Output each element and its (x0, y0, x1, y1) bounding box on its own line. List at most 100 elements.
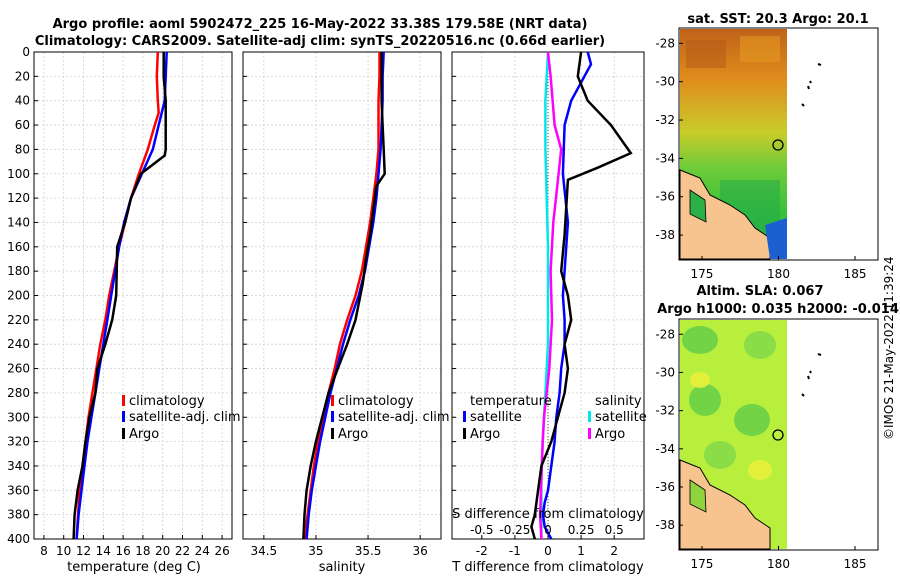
map-x-tick-label: 175 (691, 557, 714, 571)
depth-tick-label: 360 (7, 483, 30, 497)
figure-title-line2: Climatology: CARS2009. Satellite-adj cli… (35, 34, 605, 49)
x-tick-label: 20 (155, 544, 170, 558)
legend-salinity-title: salinity (595, 394, 642, 409)
x-tick-label: 35.5 (355, 544, 382, 558)
x2-tick-label: 0 (544, 523, 552, 537)
x-tick-label: 24 (195, 544, 210, 558)
map-y-tick-label: -32 (655, 113, 675, 127)
kermadec-islands (801, 353, 822, 397)
x2-tick-label: 0.25 (568, 523, 595, 537)
legend-marker-climatology (331, 395, 334, 406)
x-tick-label: 26 (214, 544, 229, 558)
depth-tick-label: 40 (15, 94, 30, 108)
depth-tick-label: 80 (15, 142, 30, 156)
sla-eddy (682, 326, 718, 354)
x-tick-label: 1 (577, 544, 585, 558)
difference-panel: -2 -1 0 1 2 T difference from climatology S … (451, 51, 647, 575)
argo-location-marker (772, 429, 784, 441)
depth-tick-label: 340 (7, 459, 30, 473)
salinity-climatology-line (303, 52, 381, 539)
argo-location-marker (772, 139, 784, 151)
x-tick-label: 14 (96, 544, 111, 558)
depth-tick-label: 20 (15, 69, 30, 83)
map-y-tick-label: -38 (655, 228, 675, 242)
salinity-xlabel: salinity (319, 560, 366, 575)
x-tick-label: 22 (175, 544, 190, 558)
depth-tick-label: 280 (7, 386, 30, 400)
depth-tick-label: 120 (7, 191, 30, 205)
legend-marker-satellite (463, 411, 466, 422)
x-tick-label: 2 (610, 544, 618, 558)
legend-temperature-title: temperature (470, 394, 552, 409)
legend-marker-sal-satellite (588, 411, 591, 422)
map-y-tick-label: -34 (655, 442, 675, 456)
map-y-tick-label: -34 (655, 151, 675, 165)
map-x-tick-label: 185 (844, 267, 867, 281)
legend-satellite-label: satellite-adj. clim (338, 410, 450, 425)
depth-tick-label: 0 (22, 45, 30, 59)
temperature-ticks: 8 10 12 14 16 18 20 22 24 26 (34, 51, 230, 558)
kermadec-islands (801, 63, 822, 107)
x-tick-label: 8 (40, 544, 48, 558)
sla-eddy (734, 404, 770, 436)
difference-legend-temperature: temperature satellite Argo (463, 394, 552, 442)
depth-tick-label: 220 (7, 313, 30, 327)
legend-marker-climatology (122, 395, 125, 406)
sla-map-title: Altim. SLA: 0.067 (697, 284, 824, 299)
x-tick-label: -1 (509, 544, 521, 558)
sst-map-title: sat. SST: 20.3 Argo: 20.1 (687, 12, 868, 27)
depth-tick-label: 320 (7, 435, 30, 449)
salinity-satellite-line (305, 52, 385, 539)
legend-marker-satellite (331, 411, 334, 422)
x-tick-label: 34.5 (250, 544, 277, 558)
depth-tick-label: 60 (15, 118, 30, 132)
depth-tick-label: 200 (7, 289, 30, 303)
depth-tick-label: 180 (7, 264, 30, 278)
depth-tick-label: 260 (7, 362, 30, 376)
x-tick-label: -2 (476, 544, 488, 558)
legend-argo-label: Argo (338, 427, 368, 442)
salinity-argo-line (302, 52, 386, 539)
difference-ticks: -2 -1 0 1 2 (452, 51, 618, 558)
x2-tick-label: 0.5 (605, 523, 624, 537)
x2-tick-label: -0.25 (499, 523, 530, 537)
difference-legend-salinity: salinity satellite Argo (588, 394, 647, 442)
sla-map-panel: Altim. SLA: 0.067 Argo h1000: 0.035 h200… (655, 284, 898, 571)
sst-map-panel: sat. SST: 20.3 Argo: 20.1 175 180 185 -28 -3… (655, 12, 879, 281)
sla-map-subtitle: Argo h1000: 0.035 h2000: -0.014 (657, 302, 899, 317)
depth-tick-label: 300 (7, 410, 30, 424)
temperature-argo-line (72, 52, 167, 539)
depth-ticks: 0 20 40 60 80 100 120 140 160 180 200 220 240 260 280 3… (7, 45, 30, 546)
legend-marker-argo (122, 428, 125, 439)
map-x-tick-label: 175 (691, 267, 714, 281)
legend-s-satellite-label: satellite (595, 410, 647, 425)
x-tick-label: 10 (56, 544, 71, 558)
difference-xlabel: T difference from climatology (451, 560, 644, 575)
sla-map-ticks: 175 180 185 -28 -30 -32 -34 -36 -38 (655, 327, 866, 571)
map-y-tick-label: -30 (655, 75, 675, 89)
legend-argo-label: Argo (129, 427, 159, 442)
temperature-satellite-line (75, 52, 168, 539)
sst-patch (740, 36, 780, 62)
map-y-tick-label: -28 (655, 36, 675, 50)
salinity-grid (243, 51, 441, 540)
legend-marker-argo (463, 428, 466, 439)
legend-climatology-label: climatology (338, 394, 414, 409)
temperature-grid (34, 51, 232, 540)
figure-title-line1: Argo profile: aoml 5902472_225 16-May-20… (53, 17, 588, 32)
temperature-panel: 8 10 12 14 16 18 20 22 24 26 0 20 40 60 80 100 120 140 16… (7, 45, 241, 575)
sla-inland-contour (689, 479, 707, 513)
sst-map-ticks: 175 180 185 -28 -30 -32 -34 -36 -38 (655, 36, 866, 281)
legend-t-satellite-label: satellite (470, 410, 522, 425)
sst-cold-patch (765, 218, 787, 259)
salinity-diff-ticks: -0.5 -0.25 0 0.25 0.5 (470, 523, 624, 537)
temperature-satellite-diff-line (541, 52, 593, 539)
sla-high (690, 372, 710, 388)
legend-climatology-label: climatology (129, 394, 205, 409)
legend-s-argo-label: Argo (595, 427, 625, 442)
x-tick-label: 18 (135, 544, 150, 558)
x-tick-label: 35 (308, 544, 323, 558)
legend-marker-argo (331, 428, 334, 439)
imos-credit: ©IMOS 21-May-2022 11:39:24 (882, 256, 896, 440)
